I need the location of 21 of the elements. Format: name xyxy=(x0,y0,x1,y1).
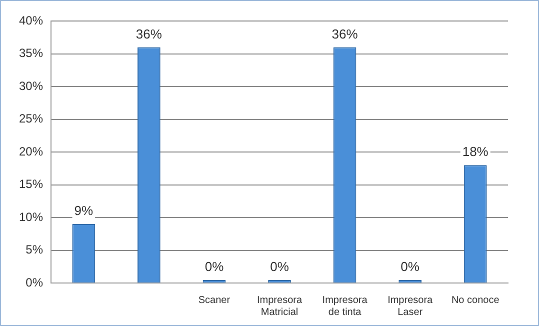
y-tick-label: 0% xyxy=(26,275,44,290)
y-tick-label: 15% xyxy=(18,177,44,192)
x-tick-label: Scaner xyxy=(198,294,231,306)
y-tick-label: 30% xyxy=(18,78,44,93)
data-label: 18% xyxy=(462,144,489,160)
data-label: 0% xyxy=(400,259,420,274)
x-tick-label: No conoce xyxy=(451,294,500,306)
data-label: 36% xyxy=(332,26,358,42)
y-tick-label: 5% xyxy=(26,242,44,257)
y-tick-label: 35% xyxy=(18,46,44,60)
x-tick-label: Impresora de tinta xyxy=(322,294,368,318)
y-tick-label: 10% xyxy=(18,210,44,224)
x-tick-label: Impresora Matricial xyxy=(257,294,302,318)
x-tick-label: Impresora Laser xyxy=(388,294,434,318)
data-label: 0% xyxy=(270,259,290,274)
data-label: 0% xyxy=(204,259,224,274)
data-label: 36% xyxy=(136,26,162,42)
y-tick-label: 40% xyxy=(18,13,44,28)
data-label: 9% xyxy=(74,203,94,218)
y-tick-label: 20% xyxy=(18,144,44,158)
y-tick-label: 25% xyxy=(18,112,44,126)
